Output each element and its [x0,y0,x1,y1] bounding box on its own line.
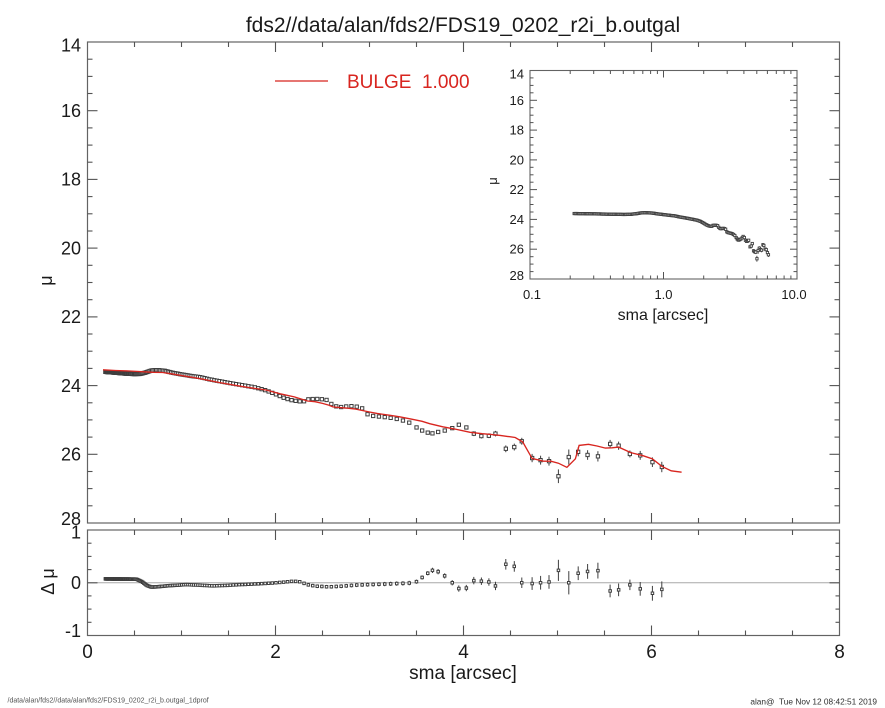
svg-text:μ: μ [36,275,56,285]
svg-text:1: 1 [71,523,81,543]
svg-text:6: 6 [646,642,657,663]
svg-text:20: 20 [510,152,524,167]
svg-text:28: 28 [61,509,81,529]
svg-text:28: 28 [510,268,524,283]
svg-text:16: 16 [510,93,524,108]
svg-text:18: 18 [61,170,81,190]
svg-text:24: 24 [61,376,81,396]
svg-text:BULGE 1.000: BULGE 1.000 [347,72,470,93]
svg-text:10.0: 10.0 [781,287,806,302]
svg-text:1.0: 1.0 [654,287,672,302]
svg-text:22: 22 [61,307,81,327]
svg-text:alan@ Tue Nov 12 08:42:51 201: alan@ Tue Nov 12 08:42:51 2019 [750,697,877,707]
svg-text:18: 18 [510,123,524,138]
svg-text:sma [arcsec]: sma [arcsec] [618,307,709,324]
svg-text:14: 14 [61,36,81,56]
svg-text:μ: μ [485,177,500,185]
svg-text:2: 2 [270,642,281,663]
svg-text:0: 0 [82,642,93,663]
svg-text:20: 20 [61,238,81,258]
svg-text:8: 8 [834,642,845,663]
svg-text:fds2//data/alan/fds2/FDS19_020: fds2//data/alan/fds2/FDS19_0202_r2i_b.ou… [246,14,680,37]
svg-text:sma [arcsec]: sma [arcsec] [409,663,517,684]
svg-text:22: 22 [510,182,524,197]
svg-text:0.1: 0.1 [523,287,541,302]
svg-text:-1: -1 [65,621,81,641]
svg-text:14: 14 [510,67,524,82]
svg-text:/data/alan/fds2//data/alan/fds: /data/alan/fds2//data/alan/fds2/FDS19_02… [8,698,209,705]
svg-text:26: 26 [510,242,524,257]
svg-text:Δ μ: Δ μ [38,568,58,594]
svg-text:26: 26 [61,445,81,465]
svg-text:4: 4 [458,642,469,663]
svg-text:16: 16 [61,101,81,121]
svg-text:0: 0 [71,573,81,593]
svg-text:24: 24 [510,212,524,227]
